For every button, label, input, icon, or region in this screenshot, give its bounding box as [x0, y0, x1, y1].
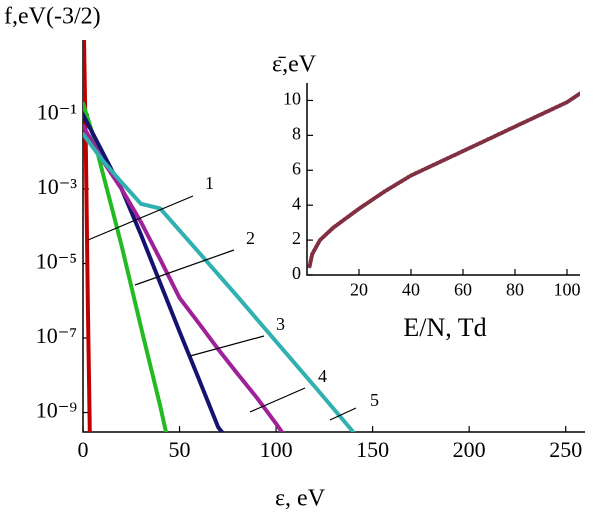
curve [83, 132, 356, 432]
y-tick-label: 10⁻⁷ [36, 323, 77, 348]
curve-label: 1 [205, 173, 214, 193]
leader-line [87, 195, 194, 241]
plot-area [83, 40, 356, 432]
curve-label: 3 [276, 314, 285, 334]
curve-label: 2 [246, 228, 255, 248]
leader-line [329, 407, 357, 421]
x-tick-label: 150 [356, 437, 389, 462]
curve [83, 112, 224, 432]
curve-label: 5 [370, 390, 379, 410]
y-tick-label: 6 [292, 158, 301, 178]
y-tick-label: 2 [292, 228, 301, 248]
x-tick-label: 0 [78, 437, 89, 462]
curve [83, 123, 284, 432]
x-tick-label: 200 [453, 437, 486, 462]
inset-background [262, 43, 595, 315]
y-tick-label: 10⁻⁵ [36, 249, 77, 274]
x-tick-label: 50 [169, 437, 191, 462]
leader-line [134, 249, 235, 286]
y-axis-label: f,eV(-3/2) [4, 4, 101, 30]
leader-line [189, 335, 265, 357]
y-tick-label: 8 [292, 123, 301, 143]
x-tick-label: 20 [350, 279, 368, 299]
x-axis-label: ε, eV [275, 486, 326, 512]
curve-label: 4 [318, 366, 327, 386]
x-tick-label: 100 [554, 279, 581, 299]
x-tick-label: 80 [506, 279, 524, 299]
y-tick-label: 10 [283, 89, 301, 109]
leader-line [249, 387, 306, 413]
y-tick-label: 10⁻⁹ [36, 398, 78, 423]
y-tick-label: 10⁻³ [37, 174, 78, 199]
x-tick-label: 40 [402, 279, 420, 299]
y-axis-label: ε̄,eV [272, 52, 317, 78]
x-axis-label: E/N, Td [403, 313, 486, 342]
x-tick-label: 100 [260, 437, 293, 462]
curve [307, 91, 580, 269]
x-tick-label: 250 [549, 437, 582, 462]
y-tick-label: 4 [292, 193, 301, 213]
y-tick-label: 0 [292, 263, 301, 283]
curve [83, 40, 92, 432]
x-tick-label: 60 [454, 279, 472, 299]
y-tick-label: 10⁻¹ [37, 100, 77, 125]
plot-area [307, 91, 580, 269]
